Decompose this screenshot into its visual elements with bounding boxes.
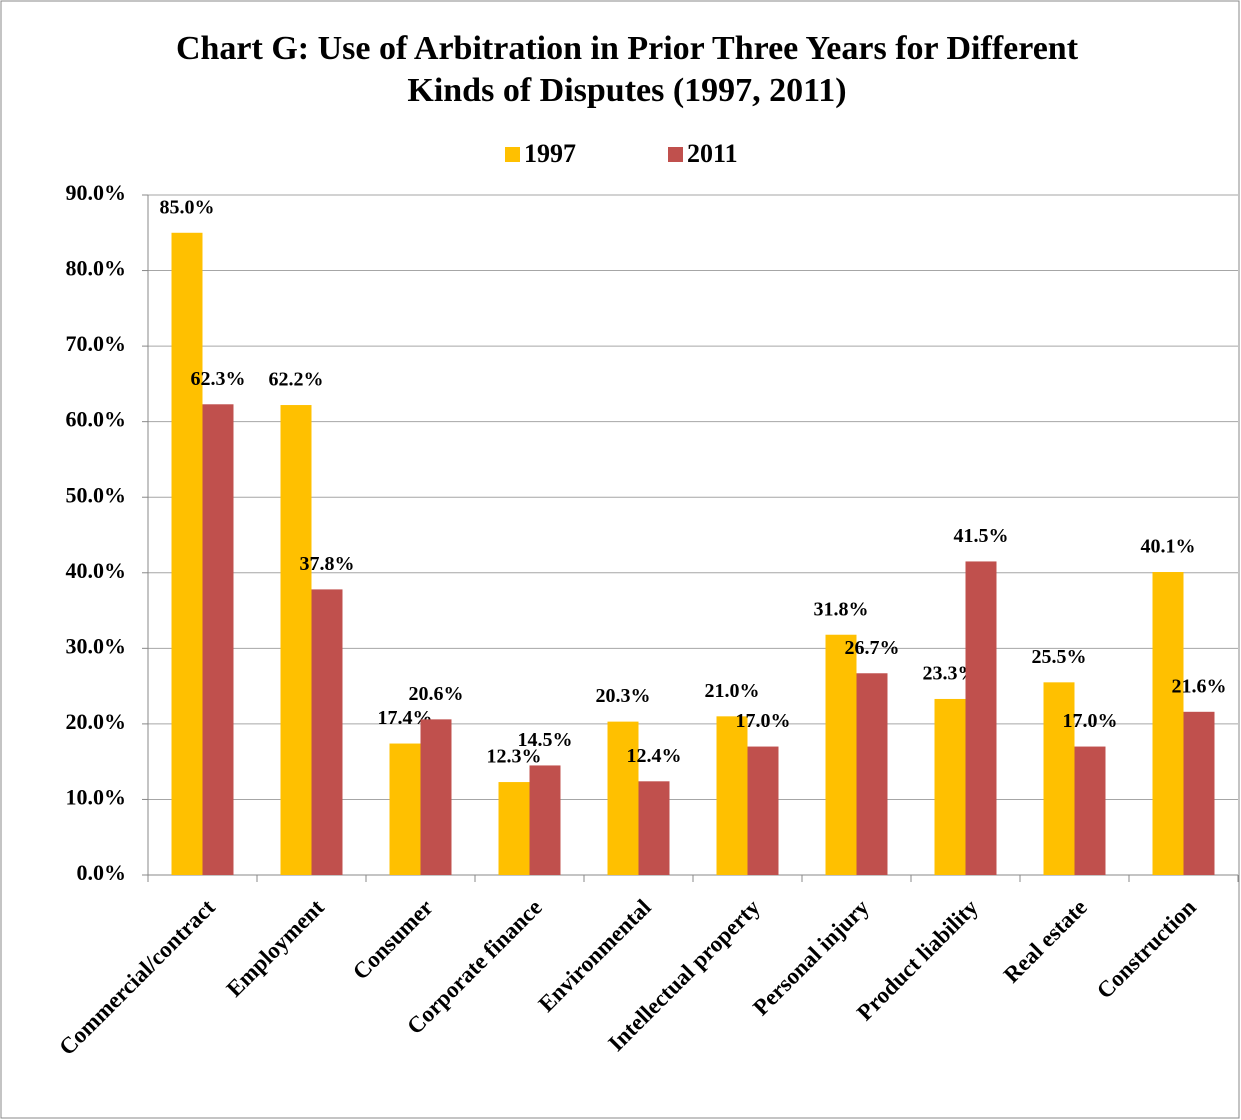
legend-swatch [505, 147, 520, 162]
data-label: 21.0% [705, 680, 760, 702]
y-tick-label: 50.0% [66, 482, 127, 507]
bar [202, 404, 234, 875]
bar [716, 716, 748, 875]
bar [1152, 572, 1184, 875]
y-tick-label: 70.0% [66, 331, 127, 356]
bar [1074, 746, 1106, 875]
legend-swatch [668, 147, 683, 162]
bar [1043, 682, 1075, 875]
bar [389, 743, 421, 875]
bar [529, 765, 561, 875]
y-tick-label: 0.0% [77, 860, 127, 885]
data-label: 62.2% [269, 369, 324, 391]
data-label: 12.4% [627, 745, 682, 767]
bar [965, 561, 997, 875]
y-tick-label: 10.0% [66, 784, 127, 809]
x-tick-label: Employment [222, 894, 329, 1001]
legend-label: 1997 [524, 139, 576, 168]
bar [498, 782, 530, 875]
bar [825, 634, 857, 875]
data-label: 31.8% [814, 598, 869, 620]
x-tick-label: Personal injury [748, 894, 874, 1020]
data-label: 12.3% [487, 746, 542, 768]
y-tick-label: 20.0% [66, 709, 127, 734]
y-tick-label: 40.0% [66, 558, 127, 583]
x-tick-label: Environmental [534, 895, 656, 1017]
y-tick-label: 60.0% [66, 407, 127, 432]
data-label: 23.3% [923, 663, 978, 685]
y-tick-label: 80.0% [66, 256, 127, 281]
x-tick-label: Consumer [348, 895, 438, 985]
data-label: 26.7% [845, 637, 900, 659]
y-tick-label: 30.0% [66, 633, 127, 658]
bar [747, 746, 779, 875]
data-label: 25.5% [1032, 646, 1087, 668]
data-label: 17.0% [736, 710, 791, 732]
y-tick-label: 90.0% [66, 180, 127, 205]
chart-title: Chart G: Use of Arbitration in Prior Thr… [175, 30, 1079, 109]
bar [280, 405, 312, 875]
data-label: 85.0% [160, 196, 215, 218]
bar [607, 721, 639, 875]
data-label: 20.6% [409, 683, 464, 705]
bar [311, 589, 343, 875]
data-label: 40.1% [1141, 536, 1196, 558]
bar [934, 698, 966, 875]
data-label: 17.0% [1063, 710, 1118, 732]
data-label: 14.5% [518, 729, 573, 751]
data-label: 20.3% [596, 685, 651, 707]
data-label: 37.8% [300, 553, 355, 575]
x-tick-label: Construction [1092, 894, 1201, 1003]
data-label: 17.4% [378, 707, 433, 729]
bar [638, 781, 670, 875]
bar [856, 673, 888, 875]
data-label: 41.5% [954, 525, 1009, 547]
x-tick-label: Real estate [999, 895, 1092, 988]
legend-label: 2011 [687, 139, 738, 168]
bar [420, 719, 452, 875]
data-label: 21.6% [1172, 675, 1227, 697]
x-tick-label: Commercial/contract [54, 894, 220, 1060]
bar [171, 232, 203, 875]
bar [1183, 711, 1215, 875]
data-label: 62.3% [191, 368, 246, 390]
